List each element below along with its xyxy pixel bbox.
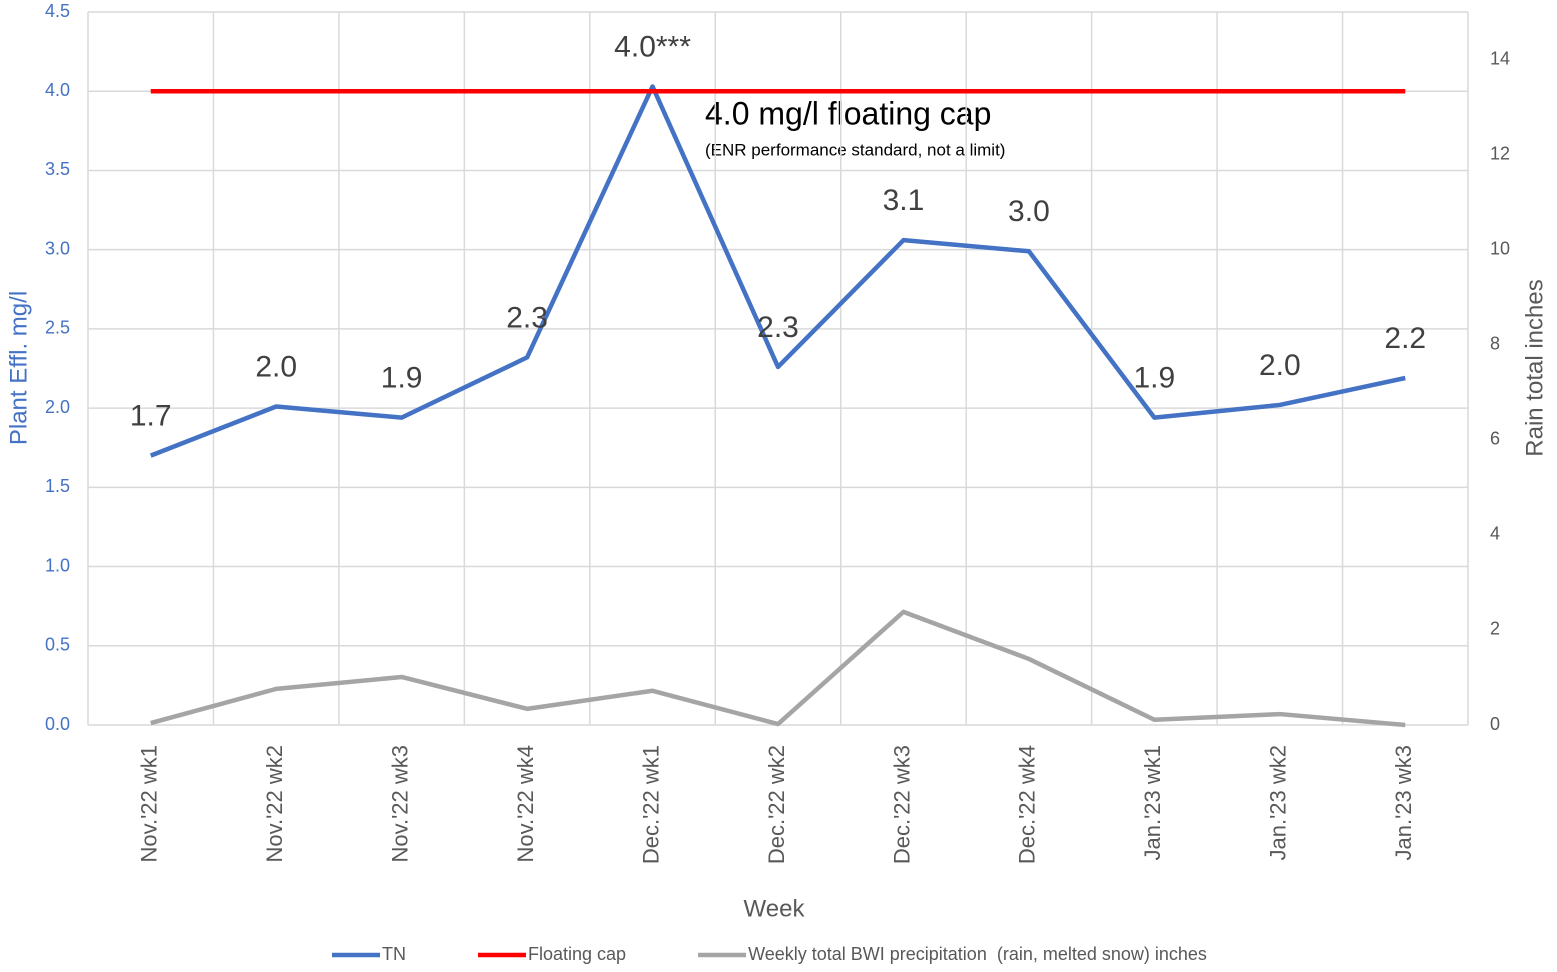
legend-label: TN	[382, 944, 406, 964]
data-label: 3.0	[1008, 195, 1050, 228]
data-label: 2.3	[506, 301, 548, 334]
y2-tick-label: 8	[1490, 333, 1500, 353]
y2-tick-label: 2	[1490, 619, 1500, 639]
annotation: 4.0 mg/l floating cap	[705, 95, 991, 131]
data-label: 1.9	[381, 362, 423, 395]
x-tick-label: Nov.'22 wk4	[513, 745, 538, 863]
data-label: 2.0	[255, 350, 297, 383]
data-label: 2.2	[1384, 322, 1426, 355]
series-line	[149, 84, 1406, 458]
y2-axis-title: Rain total inches	[1521, 279, 1548, 456]
x-tick-label: Jan.'23 wk3	[1391, 745, 1416, 861]
y-tick-label: 1.0	[45, 555, 70, 575]
x-tick-label: Jan.'23 wk1	[1140, 745, 1165, 861]
y-tick-label: 4.0	[45, 80, 70, 100]
y-tick-label: 4.5	[45, 1, 70, 21]
annotation: (ENR performance standard, not a limit)	[705, 140, 1005, 159]
legend-label: Floating cap	[528, 944, 626, 964]
x-tick-label: Dec.'22 wk4	[1015, 745, 1040, 864]
grid	[87, 11, 1469, 726]
y-tick-label: 2.0	[45, 397, 70, 417]
y-tick-label: 3.0	[45, 238, 70, 258]
y-axis-title: Plant Effl. mg/l	[5, 291, 32, 445]
y-tick-label: 0.0	[45, 714, 70, 734]
y2-tick-label: 14	[1490, 48, 1510, 68]
x-tick-label: Jan.'23 wk2	[1266, 745, 1291, 861]
y2-tick-label: 10	[1490, 238, 1510, 258]
data-label: 2.0	[1259, 349, 1301, 382]
x-tick-label: Dec.'22 wk2	[764, 745, 789, 864]
series-line	[150, 609, 1406, 728]
data-label: 3.1	[883, 184, 925, 217]
data-label: 4.0***	[614, 30, 691, 63]
y-tick-label: 2.5	[45, 318, 70, 338]
y2-tick-label: 12	[1490, 143, 1510, 163]
x-tick-label: Dec.'22 wk1	[638, 745, 663, 864]
data-label: 1.9	[1134, 362, 1176, 395]
x-tick-label: Dec.'22 wk3	[889, 745, 914, 864]
data-label: 2.3	[757, 311, 799, 344]
y-tick-label: 1.5	[45, 476, 70, 496]
y2-tick-label: 0	[1490, 714, 1500, 734]
y2-tick-label: 4	[1490, 524, 1500, 544]
data-label: 1.7	[130, 400, 172, 433]
x-tick-label: Nov.'22 wk1	[137, 745, 162, 863]
y2-tick-label: 6	[1490, 429, 1500, 449]
x-tick-label: Nov.'22 wk2	[262, 745, 287, 863]
legend-label: Weekly total BWI precipitation (rain, me…	[748, 944, 1207, 964]
y-tick-label: 0.5	[45, 635, 70, 655]
x-axis-title: Week	[744, 895, 806, 922]
y-tick-label: 3.5	[45, 159, 70, 179]
x-tick-label: Nov.'22 wk3	[387, 745, 412, 863]
